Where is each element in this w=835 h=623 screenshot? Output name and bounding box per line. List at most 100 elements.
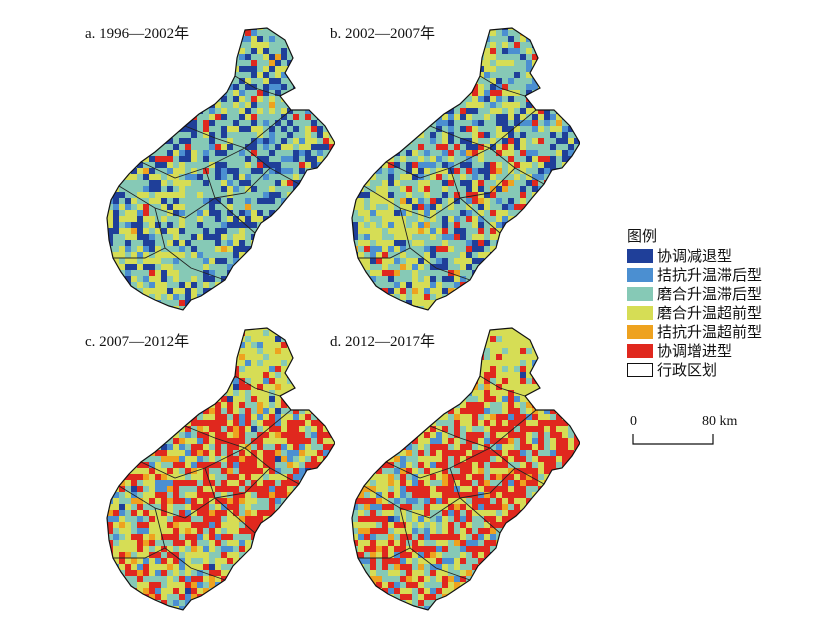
map-cell xyxy=(227,396,234,403)
map-cell xyxy=(466,156,473,163)
map-cell xyxy=(251,330,258,337)
map-cell xyxy=(131,186,138,193)
map-cell xyxy=(556,72,563,79)
map-cell xyxy=(538,18,545,25)
map-cell xyxy=(251,174,258,181)
map-cell xyxy=(137,36,144,43)
map-cell xyxy=(520,48,527,55)
map-cell xyxy=(275,246,282,253)
map-cell xyxy=(197,318,204,325)
map-cell xyxy=(400,48,407,55)
map-cell xyxy=(305,258,312,265)
map-cell xyxy=(454,28,461,31)
map-cell xyxy=(388,270,395,277)
map-cell xyxy=(376,96,383,103)
map-cell xyxy=(185,60,192,67)
map-cell xyxy=(203,28,210,31)
map-cell xyxy=(382,234,389,241)
map-cell xyxy=(107,456,108,463)
map-cell xyxy=(263,48,270,55)
map-cell xyxy=(209,78,216,85)
map-cell xyxy=(520,120,527,127)
map-cell xyxy=(478,300,485,307)
map-cell xyxy=(209,132,216,139)
map-cell xyxy=(107,138,108,145)
map-cell xyxy=(203,330,210,337)
map-cell xyxy=(161,414,168,421)
map-cell xyxy=(526,240,533,247)
map-cell xyxy=(478,270,485,277)
map-cell xyxy=(502,18,509,25)
map-cell xyxy=(269,120,276,127)
map-cell xyxy=(293,18,300,25)
map-cell xyxy=(293,60,300,67)
admin-boundary xyxy=(184,109,292,149)
map-cell xyxy=(340,60,347,67)
map-cell xyxy=(323,162,330,169)
map-cell xyxy=(556,36,563,43)
map-cell xyxy=(293,54,300,61)
map-cell xyxy=(305,126,312,133)
map-cell xyxy=(550,246,557,253)
map-cell xyxy=(544,156,551,163)
map-cell xyxy=(508,132,515,139)
map-cell xyxy=(305,132,312,139)
map-cell xyxy=(329,354,335,361)
map-cell xyxy=(245,90,252,97)
map-cell xyxy=(574,276,580,283)
map-cell xyxy=(275,18,282,25)
map-cell xyxy=(233,240,240,247)
map-cell xyxy=(275,372,282,379)
map-cell xyxy=(275,28,282,31)
map-cell xyxy=(376,276,383,283)
map-cell xyxy=(299,240,306,247)
map-cell xyxy=(107,348,108,355)
map-cell xyxy=(317,246,324,253)
map-cell xyxy=(400,84,407,91)
map-cell xyxy=(358,198,365,205)
map-cell xyxy=(215,54,222,61)
map-cell xyxy=(287,132,294,139)
map-cell xyxy=(376,78,383,85)
map-cell xyxy=(113,90,120,97)
map-cell xyxy=(394,216,401,223)
map-cell xyxy=(95,360,102,367)
map-cell xyxy=(107,126,114,133)
map-cell xyxy=(143,330,150,337)
map-cell xyxy=(95,438,102,445)
map-cell xyxy=(197,354,204,361)
map-cell xyxy=(311,36,318,43)
map-cell xyxy=(185,216,192,223)
map-cell xyxy=(233,282,240,289)
map-cell xyxy=(107,30,114,37)
map-cell xyxy=(394,180,401,187)
map-cell xyxy=(125,48,132,55)
map-cell xyxy=(167,42,174,49)
map-cell xyxy=(281,108,288,115)
map-cell xyxy=(490,264,497,271)
map-cell xyxy=(215,438,222,445)
map-cell xyxy=(245,36,252,43)
map-cell xyxy=(125,180,132,187)
map-cell xyxy=(131,336,138,343)
map-cell xyxy=(305,84,312,91)
map-cell xyxy=(424,30,431,37)
map-cell xyxy=(532,96,539,103)
map-cell xyxy=(221,336,228,343)
map-cell xyxy=(454,294,461,301)
map-cell xyxy=(131,318,138,325)
map-cell xyxy=(406,18,413,25)
map-cell xyxy=(197,138,204,145)
map-cell xyxy=(514,162,521,169)
map-cell xyxy=(251,438,258,445)
map-cell xyxy=(95,456,102,463)
map-cell xyxy=(574,30,580,37)
map-cell xyxy=(329,240,335,247)
map-cell xyxy=(185,252,192,259)
map-cell xyxy=(329,384,335,391)
map-cell xyxy=(556,54,563,61)
map-cell xyxy=(340,18,347,25)
map-cell xyxy=(179,396,186,403)
map-cell xyxy=(155,126,162,133)
map-cell xyxy=(125,156,132,163)
